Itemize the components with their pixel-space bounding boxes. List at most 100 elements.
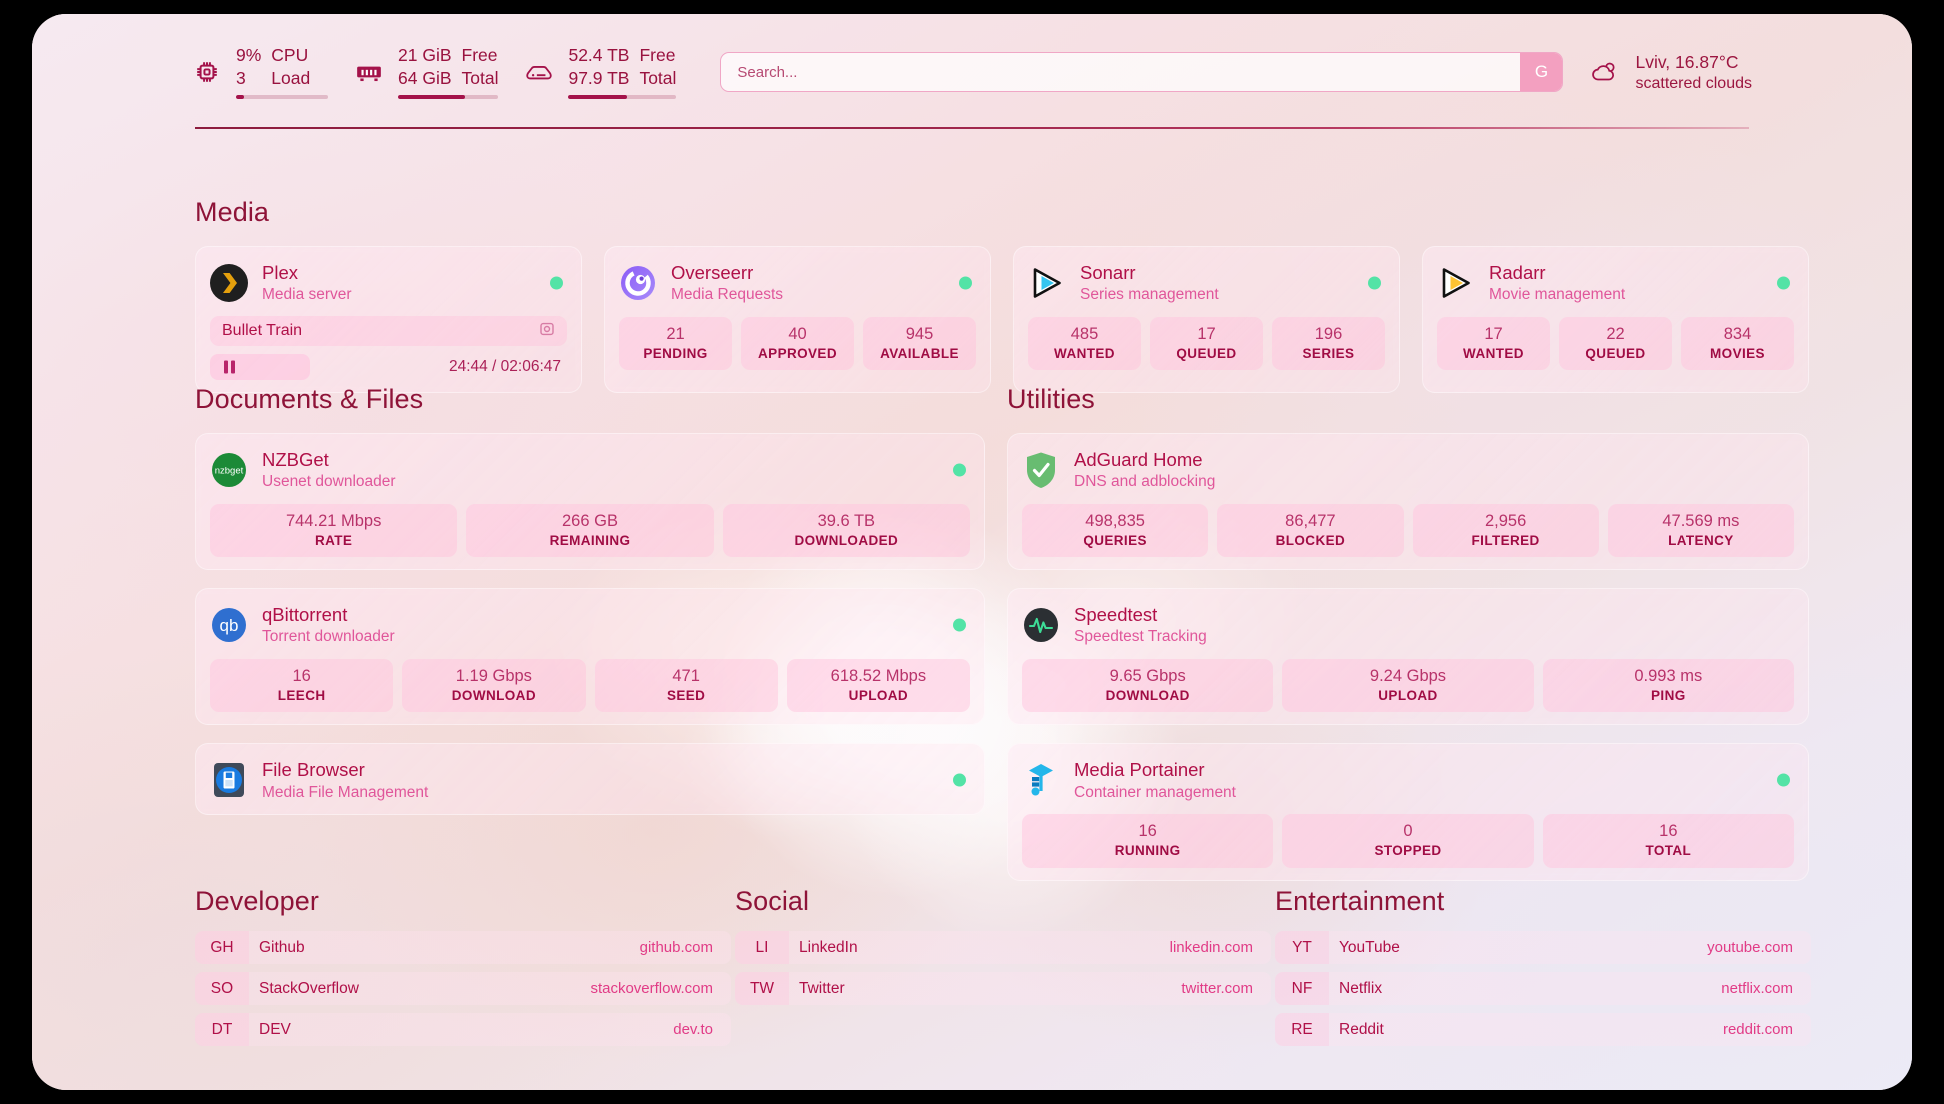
section-utilities: Utilities AdGuard Home DNS and adblockin… bbox=[1007, 384, 1809, 881]
stat-tile: 266 GB REMAINING bbox=[466, 504, 714, 558]
qbittorrent-icon: qb bbox=[210, 606, 248, 644]
stat-tile: 498,835 QUERIES bbox=[1022, 504, 1209, 558]
service-card-file-browser[interactable]: File Browser Media File Management bbox=[195, 743, 985, 816]
stat-label: RATE bbox=[314, 532, 353, 548]
stat-label: QUEUED bbox=[1176, 345, 1237, 361]
service-name: AdGuard Home bbox=[1074, 448, 1203, 470]
service-card-adguard-home[interactable]: AdGuard Home DNS and adblocking 498,835 … bbox=[1007, 433, 1809, 571]
weather-condition: scattered clouds bbox=[1635, 74, 1752, 92]
stat-label: APPROVED bbox=[758, 345, 837, 361]
service-name: Plex bbox=[262, 261, 298, 283]
status-indicator-online bbox=[1368, 276, 1381, 290]
bookmark-item-stackoverflow[interactable]: SO StackOverflow stackoverflow.com bbox=[195, 972, 731, 1005]
stat-value: 945 bbox=[905, 325, 934, 343]
service-description: Series management bbox=[1080, 286, 1219, 304]
service-description: Speedtest Tracking bbox=[1074, 628, 1207, 646]
stat-label: QUERIES bbox=[1083, 532, 1147, 548]
stat-label: UPLOAD bbox=[848, 687, 909, 703]
service-card-overseerr[interactable]: Overseerr Media Requests 21 PENDING 40 A… bbox=[604, 246, 991, 393]
status-indicator-online bbox=[953, 463, 966, 477]
stat-value: 834 bbox=[1723, 325, 1752, 343]
stat-tile: 618.52 Mbps UPLOAD bbox=[786, 659, 970, 713]
bookmark-item-linkedin[interactable]: LI LinkedIn linkedin.com bbox=[735, 931, 1271, 964]
stat-label: RUNNING bbox=[1114, 842, 1181, 858]
adguard-icon bbox=[1022, 451, 1060, 489]
stat-value: 47.569 ms bbox=[1662, 512, 1740, 530]
service-card-radarr[interactable]: Radarr Movie management 17 WANTED 22 QUE… bbox=[1422, 246, 1809, 393]
stat-label: TOTAL bbox=[1645, 842, 1692, 858]
stat-value: 266 GB bbox=[562, 512, 618, 530]
stat-tile: 744.21 Mbps RATE bbox=[210, 504, 458, 558]
stat-value: 0 bbox=[1403, 822, 1413, 841]
stat-label: WANTED bbox=[1463, 345, 1524, 361]
stat-tile: 2,956 FILTERED bbox=[1412, 504, 1599, 558]
bookmark-name: YouTube bbox=[1339, 938, 1400, 956]
system-stat-cpu: 9% 3 CPU Load bbox=[192, 45, 328, 99]
service-card-sonarr[interactable]: Sonarr Series management 485 WANTED 17 Q… bbox=[1013, 246, 1400, 393]
service-description: Usenet downloader bbox=[262, 473, 396, 491]
bookmark-item-netflix[interactable]: NF Netflix netflix.com bbox=[1275, 972, 1811, 1005]
service-name: NZBGet bbox=[262, 448, 329, 470]
service-card-speedtest[interactable]: Speedtest Speedtest Tracking 9.65 Gbps D… bbox=[1007, 588, 1809, 726]
search-input[interactable] bbox=[721, 53, 1521, 91]
bookmark-item-youtube[interactable]: YT YouTube youtube.com bbox=[1275, 931, 1811, 964]
service-card-nzbget[interactable]: nzbget NZBGet Usenet downloader 744.21 M… bbox=[195, 433, 985, 571]
bookmark-url: reddit.com bbox=[1722, 1021, 1793, 1038]
stat-label: FILTERED bbox=[1471, 532, 1540, 548]
stat-tile: 1.19 Gbps DOWNLOAD bbox=[402, 659, 586, 713]
stat-label: MOVIES bbox=[1710, 345, 1765, 361]
service-name: Radarr bbox=[1489, 261, 1546, 283]
stat-label: LATENCY bbox=[1668, 532, 1734, 548]
header: 9% 3 CPU Load bbox=[32, 14, 1912, 130]
disk-icon bbox=[524, 57, 554, 87]
bookmark-url: linkedin.com bbox=[1169, 939, 1253, 956]
search-engine-button[interactable]: G bbox=[1520, 53, 1563, 91]
bookmark-group-title: Social bbox=[735, 886, 810, 916]
bookmark-item-dev[interactable]: DT DEV dev.to bbox=[195, 1013, 731, 1046]
bookmark-name: LinkedIn bbox=[799, 938, 858, 956]
disk-total-value: 97.9 TB bbox=[568, 67, 630, 88]
stat-value: 485 bbox=[1070, 325, 1099, 343]
cpu-usage-value: 9% bbox=[236, 45, 262, 66]
stat-label: STOPPED bbox=[1374, 842, 1442, 858]
stat-value: 16 bbox=[292, 667, 311, 686]
bookmark-item-twitter[interactable]: TW Twitter twitter.com bbox=[735, 972, 1271, 1005]
service-name: qBittorrent bbox=[262, 603, 348, 625]
pause-icon[interactable] bbox=[224, 360, 235, 374]
stat-tile: 16 TOTAL bbox=[1542, 814, 1794, 868]
bookmark-group-developer: Developer GH Github github.com SO StackO… bbox=[195, 886, 731, 1046]
bookmark-item-reddit[interactable]: RE Reddit reddit.com bbox=[1275, 1013, 1811, 1046]
bookmark-abbr: SO bbox=[210, 979, 234, 997]
status-indicator-online bbox=[959, 276, 972, 290]
service-description: Torrent downloader bbox=[262, 628, 395, 646]
status-indicator-online bbox=[550, 276, 563, 290]
stat-label: UPLOAD bbox=[1378, 687, 1438, 703]
system-stat-memory: 21 GiB 64 GiB Free Total bbox=[354, 45, 499, 99]
stat-tile: 22 QUEUED bbox=[1559, 317, 1672, 371]
cast-icon[interactable] bbox=[539, 321, 555, 342]
filebrowser-icon bbox=[210, 761, 248, 799]
weather-widget[interactable]: Lviv, 16.87°C scattered clouds bbox=[1589, 52, 1752, 93]
svg-text:nzbget: nzbget bbox=[215, 466, 244, 477]
stat-tile: 0.993 ms PING bbox=[1542, 659, 1794, 713]
service-card-qbittorrent[interactable]: qb qBittorrent Torrent downloader 16 LEE… bbox=[195, 588, 985, 726]
playback-progress-row[interactable]: 24:44 / 02:06:47 bbox=[210, 354, 567, 380]
stat-value: 86,477 bbox=[1285, 512, 1336, 530]
stat-label: DOWNLOADED bbox=[794, 532, 899, 548]
service-card-plex[interactable]: Plex Media server Bullet Train bbox=[195, 246, 582, 393]
stat-value: 618.52 Mbps bbox=[830, 667, 927, 686]
bookmark-url: youtube.com bbox=[1707, 939, 1793, 956]
cpu-load-label: Load bbox=[271, 67, 311, 88]
stat-value: 22 bbox=[1606, 325, 1625, 343]
stat-tile: 9.24 Gbps UPLOAD bbox=[1282, 659, 1534, 713]
cpu-label: CPU bbox=[271, 45, 309, 66]
bookmark-item-github[interactable]: GH Github github.com bbox=[195, 931, 731, 964]
service-name: File Browser bbox=[262, 758, 365, 780]
bookmark-url: github.com bbox=[639, 939, 713, 956]
bookmark-abbr: GH bbox=[210, 938, 234, 956]
search-bar[interactable]: G bbox=[720, 52, 1564, 92]
nzbget-icon: nzbget bbox=[210, 451, 248, 489]
stat-value: 2,956 bbox=[1484, 512, 1527, 530]
stat-tile: 16 RUNNING bbox=[1022, 814, 1274, 868]
service-card-media-portainer[interactable]: Media Portainer Container management 16 … bbox=[1007, 743, 1809, 881]
